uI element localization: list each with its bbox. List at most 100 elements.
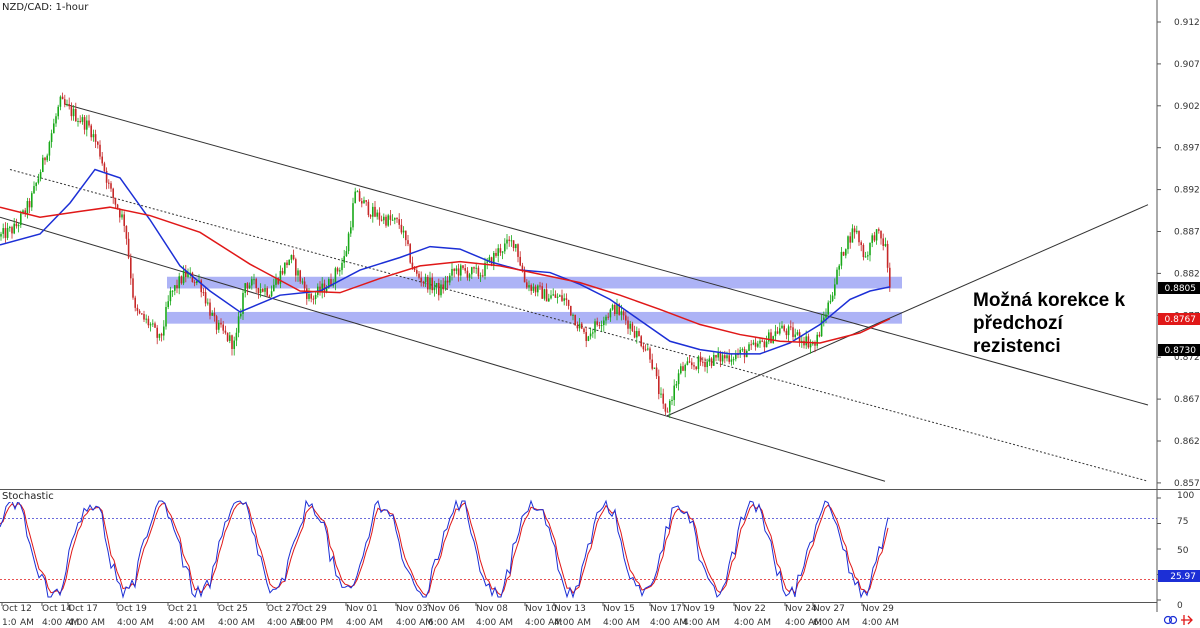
candle-body (719, 352, 722, 362)
candle-body (640, 336, 642, 347)
candle-body (163, 326, 165, 336)
candle-body (127, 238, 130, 258)
stochastic-series (0, 499, 889, 599)
support-resistance-zones (167, 276, 902, 324)
date-label: Oct 29 (297, 604, 327, 614)
candle-body (682, 366, 684, 371)
candle-body (145, 318, 147, 320)
candle-body (838, 265, 840, 270)
candle-body (462, 265, 464, 269)
candle-body (101, 156, 103, 164)
candle-body (220, 322, 222, 325)
price-tag-last-price: 0.8730 (1158, 344, 1200, 356)
candle-body (53, 123, 55, 134)
candle-body (347, 233, 350, 252)
date-label: Oct 14 (42, 604, 72, 614)
date-label: Oct 17 (68, 604, 98, 614)
candle-body (594, 321, 596, 333)
candle-body (574, 314, 576, 326)
candle-body (889, 267, 891, 288)
candle-body (200, 280, 202, 293)
candle-body (433, 287, 436, 291)
candle-body (534, 286, 537, 293)
candle-body (464, 268, 466, 271)
stochastic-label-backdrop (0, 490, 40, 502)
candle-body (86, 120, 88, 130)
candle-body (61, 96, 64, 100)
stochastic-level-lines (0, 497, 1161, 601)
candle-body (134, 297, 136, 308)
candle-body (565, 298, 568, 300)
date-label: Nov 10 (525, 604, 557, 614)
candle-body (68, 104, 70, 107)
candle-body (867, 255, 869, 257)
stoch-tick-100: 100 (1177, 491, 1194, 501)
candle-body (226, 332, 229, 341)
candle-body (829, 300, 832, 303)
price-tick-label: 0.8721 (1174, 353, 1200, 363)
candle-body (154, 323, 156, 328)
candle-body (259, 289, 262, 294)
candle-body (435, 283, 438, 288)
candle-body (400, 224, 403, 233)
date-label: Nov 29 (862, 604, 894, 614)
time-label: 4:00 AM (396, 618, 433, 628)
pin-icon[interactable] (1181, 615, 1193, 625)
candle-body (284, 262, 286, 274)
candle-body (616, 304, 618, 315)
candle-body (862, 244, 865, 258)
moving-average-fast (0, 168, 891, 355)
candle-body (160, 333, 163, 336)
candle-body (818, 334, 821, 337)
link-icon[interactable] (1163, 615, 1178, 625)
candle-body (240, 313, 242, 317)
candle-body (713, 354, 715, 366)
candle-body (882, 238, 884, 246)
candle-body (834, 284, 836, 296)
candle-body (512, 240, 515, 249)
time-label: 4:00 AM (554, 618, 591, 628)
candle-body (306, 288, 308, 299)
candle-body (578, 323, 581, 329)
candle-body (202, 292, 205, 294)
candle-body (233, 340, 235, 349)
stochastic-value-tag: 25.97 (1158, 570, 1200, 582)
candle-body (389, 215, 392, 220)
candle-body (858, 230, 860, 243)
candle-body (352, 203, 354, 228)
candle-body (541, 286, 543, 299)
candle-body (671, 399, 673, 402)
candle-body (66, 104, 68, 106)
candle-body (781, 325, 783, 329)
candle-body (486, 261, 488, 263)
candle-body (790, 326, 792, 328)
candle-body (39, 172, 42, 179)
candle-body (328, 279, 330, 289)
date-label: Nov 13 (554, 604, 586, 614)
candle-body (411, 262, 414, 268)
candle-body (189, 272, 191, 274)
candle-body (457, 268, 460, 276)
candle-body (125, 225, 128, 239)
candle-body (471, 267, 473, 275)
candle-body (827, 302, 829, 315)
candle-body (660, 393, 662, 395)
candle-body (849, 236, 851, 243)
candle-body (684, 364, 686, 371)
candle-body (642, 346, 645, 350)
candle-body (704, 361, 706, 368)
candle-body (365, 200, 367, 202)
candle-body (330, 279, 332, 286)
candle-body (394, 218, 396, 220)
candle-body (567, 299, 570, 306)
candle-body (336, 268, 339, 272)
candle-body (290, 255, 293, 260)
candle-body (380, 219, 383, 221)
candle-body (673, 385, 675, 400)
candle-body (605, 316, 607, 321)
candle-body (460, 265, 462, 276)
candle-body (845, 249, 847, 256)
time-label: 4:00 AM (117, 618, 154, 628)
